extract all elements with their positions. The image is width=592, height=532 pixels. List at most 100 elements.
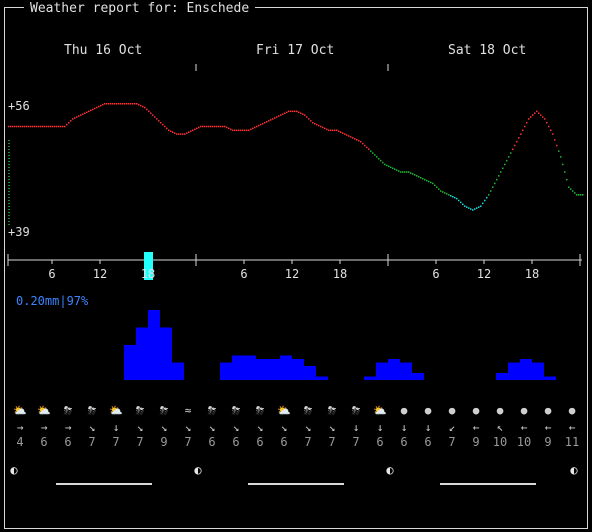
temperature-point — [560, 156, 562, 158]
temperature-point — [454, 196, 456, 199]
temperature-point — [416, 175, 418, 177]
temperature-point — [398, 170, 400, 172]
cloud-rain-icon: ⛈ — [207, 404, 217, 417]
temperature-point — [314, 122, 316, 125]
temperature-point — [542, 116, 544, 118]
temperature-point — [34, 125, 36, 128]
temperature-point — [288, 110, 290, 113]
moon-icon: ● — [544, 404, 552, 417]
wind-direction-arrow: ↘ — [160, 421, 168, 434]
hour-label: 6 — [240, 267, 248, 281]
temperature-point — [228, 127, 230, 130]
wind-direction-arrow: ↘ — [184, 421, 192, 434]
temperature-point — [366, 146, 368, 149]
precip-bar — [412, 373, 424, 380]
temperature-point — [508, 156, 510, 158]
temperature-point — [92, 108, 94, 111]
wind-direction-arrow: ↘ — [88, 421, 96, 434]
temperature-point — [118, 103, 120, 105]
temperature-point — [442, 191, 444, 193]
temperature-point — [368, 148, 370, 151]
temperature-point — [528, 118, 530, 120]
temperature-point — [354, 138, 356, 140]
wind-direction-arrow: ↘ — [256, 421, 264, 434]
temperature-point — [210, 125, 212, 128]
temperature-point — [534, 112, 536, 114]
temperature-point — [150, 112, 152, 114]
temperature-point — [376, 156, 378, 158]
temperature-point — [310, 120, 312, 122]
temperature-point — [526, 121, 528, 124]
moon-phase-icon: ◐ — [570, 463, 578, 477]
temperature-point — [238, 129, 240, 132]
temperature-point — [234, 129, 236, 132]
temperature-point — [194, 128, 196, 131]
wind-direction-arrow: ↘ — [136, 421, 144, 434]
temperature-point — [14, 125, 16, 128]
temperature-point — [148, 110, 150, 113]
temperature-point — [382, 161, 384, 164]
temperature-point — [430, 181, 432, 184]
cloud-rain-icon: ⛈ — [159, 404, 169, 417]
precip-bar — [388, 359, 400, 380]
wind-speed: 6 — [208, 435, 216, 449]
temperature-point — [100, 104, 102, 107]
temperature-point — [192, 129, 194, 132]
temperature-point — [48, 125, 50, 128]
precip-bar — [508, 362, 520, 380]
temperature-point — [30, 125, 32, 128]
temperature-point — [556, 144, 558, 147]
wind-speed: 10 — [492, 435, 508, 449]
temperature-point — [160, 121, 162, 124]
temperature-point — [502, 167, 504, 169]
wind-direction-arrow: ↘ — [304, 421, 312, 434]
temperature-point — [120, 103, 122, 105]
temperature-point — [272, 118, 274, 120]
wind-direction-arrow: ↙ — [448, 421, 456, 434]
day-label-sat: Sat 18 Oct — [448, 43, 527, 58]
temperature-point — [418, 176, 420, 178]
temperature-point — [318, 124, 320, 127]
temperature-point — [544, 118, 546, 120]
precip-bar — [244, 355, 256, 380]
precip-bar — [304, 366, 316, 380]
temperature-point — [434, 184, 436, 187]
temperature-point — [352, 137, 354, 139]
temperature-point — [370, 150, 372, 152]
temperature-point — [356, 139, 358, 141]
temperature-point — [552, 133, 554, 135]
temperature-point — [158, 120, 160, 122]
temperature-point — [36, 125, 38, 128]
temperature-point — [532, 114, 534, 116]
temperature-point — [122, 103, 124, 105]
temperature-point — [90, 109, 92, 112]
temperature-point — [536, 110, 538, 113]
temperature-point — [112, 103, 114, 105]
temperature-point — [198, 126, 200, 129]
temperature-point — [406, 171, 408, 173]
temperature-point — [324, 127, 326, 130]
temperature-point — [520, 133, 522, 135]
wind-direction-arrow: ↘ — [280, 421, 288, 434]
temperature-point — [142, 105, 144, 108]
precip-bar — [316, 376, 328, 380]
temperature-point — [110, 103, 112, 105]
precip-bar — [520, 359, 532, 380]
temperature-point — [220, 125, 222, 128]
temperature-point — [84, 112, 86, 114]
temperature-point — [300, 112, 302, 114]
temperature-point — [144, 106, 146, 109]
precip-bar — [532, 362, 544, 380]
temperature-point — [284, 112, 286, 114]
temperature-point — [374, 154, 376, 156]
temperature-point — [404, 171, 406, 173]
temperature-point — [390, 166, 392, 169]
wind-speed: 7 — [304, 435, 312, 449]
cloud-rain-icon: ⛈ — [63, 404, 73, 417]
temperature-point — [252, 127, 254, 130]
temperature-point — [494, 182, 496, 185]
temperature-point — [480, 205, 482, 207]
moon-phase-icon: ◐ — [386, 463, 394, 477]
wind-direction-arrow: ↓ — [112, 421, 120, 434]
